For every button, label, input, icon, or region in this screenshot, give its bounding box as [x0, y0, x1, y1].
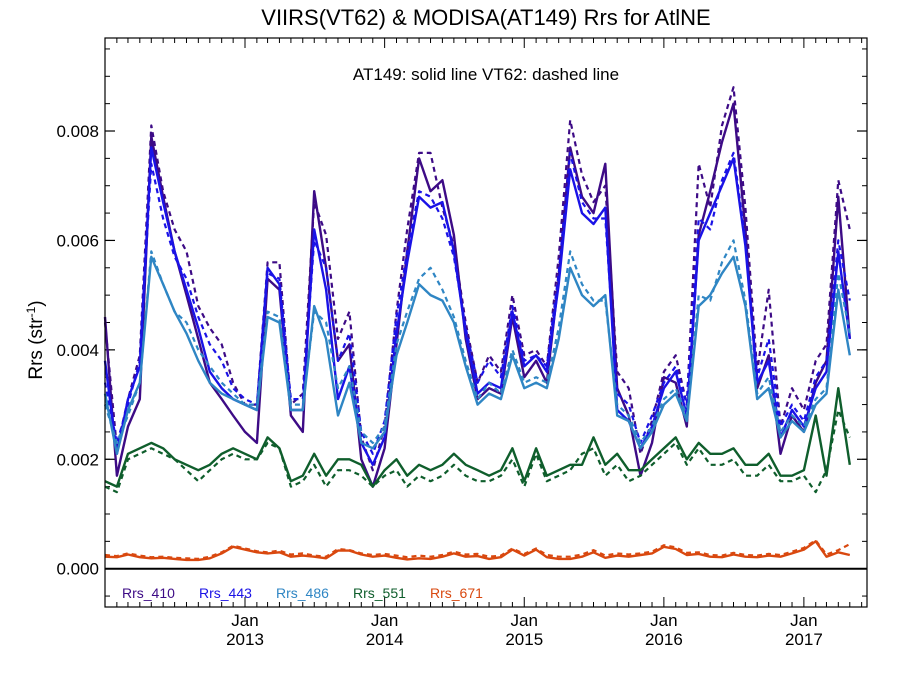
chart-subtitle: AT149: solid line VT62: dashed line [353, 65, 619, 84]
y-tick-label-2: 0.004 [56, 341, 99, 360]
series-Rrs_671-dashed [104, 539, 851, 561]
series-Rrs_671-solid [104, 540, 851, 562]
x-tick-month-0: Jan [231, 611, 258, 630]
legend-item-Rrs_551: Rrs_551 [353, 585, 406, 601]
legend-item-Rrs_443: Rrs_443 [199, 585, 252, 601]
chart-title: VIIRS(VT62) & MODISA(AT149) Rrs for AtlN… [261, 5, 710, 30]
series-Rrs_486-dashed [103, 239, 851, 444]
x-tick-year-3: 2016 [645, 630, 683, 649]
x-tick-year-1: 2014 [366, 630, 404, 649]
series-Rrs_486-solid [103, 255, 851, 455]
series-Rrs_443-dashed [103, 151, 851, 455]
y-tick-label-1: 0.002 [56, 450, 99, 469]
y-axis-label-close: ) [26, 300, 47, 306]
x-tick-year-2: 2015 [505, 630, 543, 649]
legend: Rrs_410 Rrs_443 Rrs_486 Rrs_551 Rrs_671 [122, 585, 483, 601]
x-tick-year-4: 2017 [785, 630, 823, 649]
y-axis-label-exponent: -1 [24, 306, 38, 317]
x-tick-year-0: 2013 [226, 630, 264, 649]
y-tick-label-0: 0.000 [56, 560, 99, 579]
legend-item-Rrs_410: Rrs_410 [122, 585, 175, 601]
series-Rrs_443-solid [103, 146, 851, 466]
y-axis-label: Rrs (str-1) [24, 300, 47, 379]
x-tick-month-4: Jan [790, 611, 817, 630]
y-axis-ticks: 0.000 0.002 0.004 0.006 0.008 [56, 48, 867, 597]
plot-frame [104, 37, 868, 608]
series-layer [103, 86, 867, 570]
series-Rrs_551-dashed [104, 408, 851, 494]
x-tick-month-3: Jan [650, 611, 677, 630]
legend-item-Rrs_486: Rrs_486 [276, 585, 329, 601]
y-tick-label-4: 0.008 [56, 122, 99, 141]
series-Rrs_551-solid [104, 387, 851, 488]
legend-item-Rrs_671: Rrs_671 [430, 585, 483, 601]
y-axis-label-text: Rrs (str [26, 317, 47, 380]
y-tick-label-3: 0.006 [56, 231, 99, 250]
series-Rrs_410-solid [103, 102, 851, 488]
x-tick-month-2: Jan [511, 611, 538, 630]
x-tick-month-1: Jan [371, 611, 398, 630]
